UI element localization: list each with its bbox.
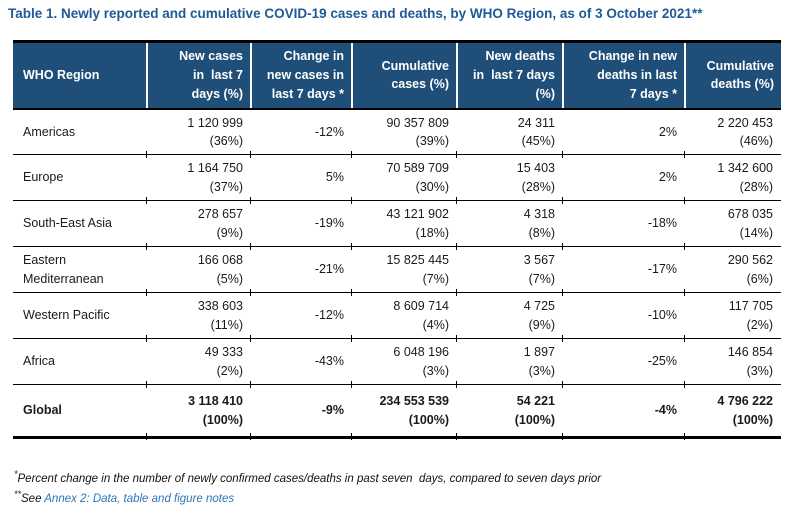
header-change-new-deaths: Change in new deaths in last 7 days * bbox=[562, 41, 685, 110]
region-name: Africa bbox=[13, 338, 147, 385]
cumulative-deaths-cell: 117 705 (2%) bbox=[684, 292, 781, 342]
change-cases-cell: -12% bbox=[250, 292, 352, 342]
footnote-asterisk: * bbox=[14, 469, 18, 479]
cumulative-cases-cell: 8 609 714 (4%) bbox=[351, 292, 457, 342]
header-new-cases: New cases in last 7 days (%) bbox=[146, 41, 251, 110]
cumulative-deaths-cell: 678 035 (14%) bbox=[684, 200, 781, 250]
change-cases-cell: -19% bbox=[250, 200, 352, 250]
new-deaths-cell: 15 403 (28%) bbox=[456, 154, 563, 204]
new-deaths-cell: 54 221 (100%) bbox=[456, 385, 563, 440]
change-deaths-cell: -4% bbox=[562, 385, 685, 440]
footnote-text: Percent change in the number of newly co… bbox=[17, 472, 602, 485]
cumulative-deaths-cell: 4 796 222 (100%) bbox=[684, 385, 781, 440]
region-name: Europe bbox=[13, 154, 147, 201]
header-row: WHO Region New cases in last 7 days (%) … bbox=[13, 41, 781, 110]
footnote-double-asterisk: ** bbox=[14, 489, 22, 500]
new-deaths-cell: 3 567 (7%) bbox=[456, 246, 563, 296]
footnote-percent-change: *Percent change in the number of newly c… bbox=[14, 468, 784, 488]
covid-cases-deaths-table: WHO Region New cases in last 7 days (%) … bbox=[13, 40, 781, 440]
change-cases-cell: 5% bbox=[250, 154, 352, 204]
table-row-global: Global 3 118 410 (100%) -9% 234 553 539 … bbox=[13, 385, 781, 440]
new-cases-cell: 278 657 (9%) bbox=[146, 200, 251, 250]
change-deaths-cell: -18% bbox=[562, 200, 685, 250]
annex-2-link[interactable]: Annex 2: Data, table and figure notes bbox=[44, 492, 235, 505]
new-deaths-cell: 24 311 (45%) bbox=[456, 108, 563, 157]
new-cases-cell: 1 164 750 (37%) bbox=[146, 154, 251, 204]
region-name: South-East Asia bbox=[13, 200, 147, 247]
table-row-africa: Africa 49 333 (2%) -43% 6 048 196 (3%) 1… bbox=[13, 338, 781, 388]
header-cumulative-deaths: Cumulative deaths (%) bbox=[684, 41, 781, 110]
table-row-south-east-asia: South-East Asia 278 657 (9%) -19% 43 121… bbox=[13, 200, 781, 250]
change-cases-cell: -43% bbox=[250, 338, 352, 388]
region-name: Western Pacific bbox=[13, 292, 147, 339]
footnote-annex: **See Annex 2: Data, table and figure no… bbox=[14, 488, 784, 508]
new-cases-cell: 338 603 (11%) bbox=[146, 292, 251, 342]
cumulative-cases-cell: 15 825 445 (7%) bbox=[351, 246, 457, 296]
cumulative-deaths-cell: 290 562 (6%) bbox=[684, 246, 781, 296]
footnote-see-label: See bbox=[21, 492, 45, 505]
cumulative-cases-cell: 6 048 196 (3%) bbox=[351, 338, 457, 388]
region-name: Americas bbox=[13, 108, 147, 155]
table-row-americas: Americas 1 120 999 (36%) -12% 90 357 809… bbox=[13, 108, 781, 157]
header-who-region: WHO Region bbox=[13, 41, 147, 110]
header-new-deaths: New deaths in last 7 days (%) bbox=[456, 41, 563, 110]
cumulative-cases-cell: 234 553 539 (100%) bbox=[351, 385, 457, 440]
new-deaths-cell: 4 318 (8%) bbox=[456, 200, 563, 250]
change-cases-cell: -12% bbox=[250, 108, 352, 157]
change-deaths-cell: -10% bbox=[562, 292, 685, 342]
cumulative-cases-cell: 43 121 902 (18%) bbox=[351, 200, 457, 250]
header-cumulative-cases: Cumulative cases (%) bbox=[351, 41, 457, 110]
table-title: Table 1. Newly reported and cumulative C… bbox=[8, 6, 703, 21]
change-cases-cell: -9% bbox=[250, 385, 352, 440]
region-name: Global bbox=[23, 403, 62, 418]
table-row-europe: Europe 1 164 750 (37%) 5% 70 589 709 (30… bbox=[13, 154, 781, 204]
change-deaths-cell: 2% bbox=[562, 108, 685, 157]
change-deaths-cell: 2% bbox=[562, 154, 685, 204]
cumulative-deaths-cell: 146 854 (3%) bbox=[684, 338, 781, 388]
change-deaths-cell: -17% bbox=[562, 246, 685, 296]
region-name: Eastern Mediterranean bbox=[13, 246, 147, 293]
table-row-western-pacific: Western Pacific 338 603 (11%) -12% 8 609… bbox=[13, 292, 781, 342]
header-change-new-cases: Change in new cases in last 7 days * bbox=[250, 41, 352, 110]
change-cases-cell: -21% bbox=[250, 246, 352, 296]
change-deaths-cell: -25% bbox=[562, 338, 685, 388]
cumulative-cases-cell: 90 357 809 (39%) bbox=[351, 108, 457, 157]
cumulative-deaths-cell: 2 220 453 (46%) bbox=[684, 108, 781, 157]
new-deaths-cell: 4 725 (9%) bbox=[456, 292, 563, 342]
footnotes: *Percent change in the number of newly c… bbox=[14, 468, 784, 508]
cumulative-deaths-cell: 1 342 600 (28%) bbox=[684, 154, 781, 204]
cumulative-cases-cell: 70 589 709 (30%) bbox=[351, 154, 457, 204]
new-cases-cell: 3 118 410 (100%) bbox=[146, 385, 251, 440]
new-cases-cell: 1 120 999 (36%) bbox=[146, 108, 251, 157]
table-row-eastern-mediterranean: Eastern Mediterranean 166 068 (5%) -21% … bbox=[13, 246, 781, 296]
new-deaths-cell: 1 897 (3%) bbox=[456, 338, 563, 388]
new-cases-cell: 166 068 (5%) bbox=[146, 246, 251, 296]
new-cases-cell: 49 333 (2%) bbox=[146, 338, 251, 388]
